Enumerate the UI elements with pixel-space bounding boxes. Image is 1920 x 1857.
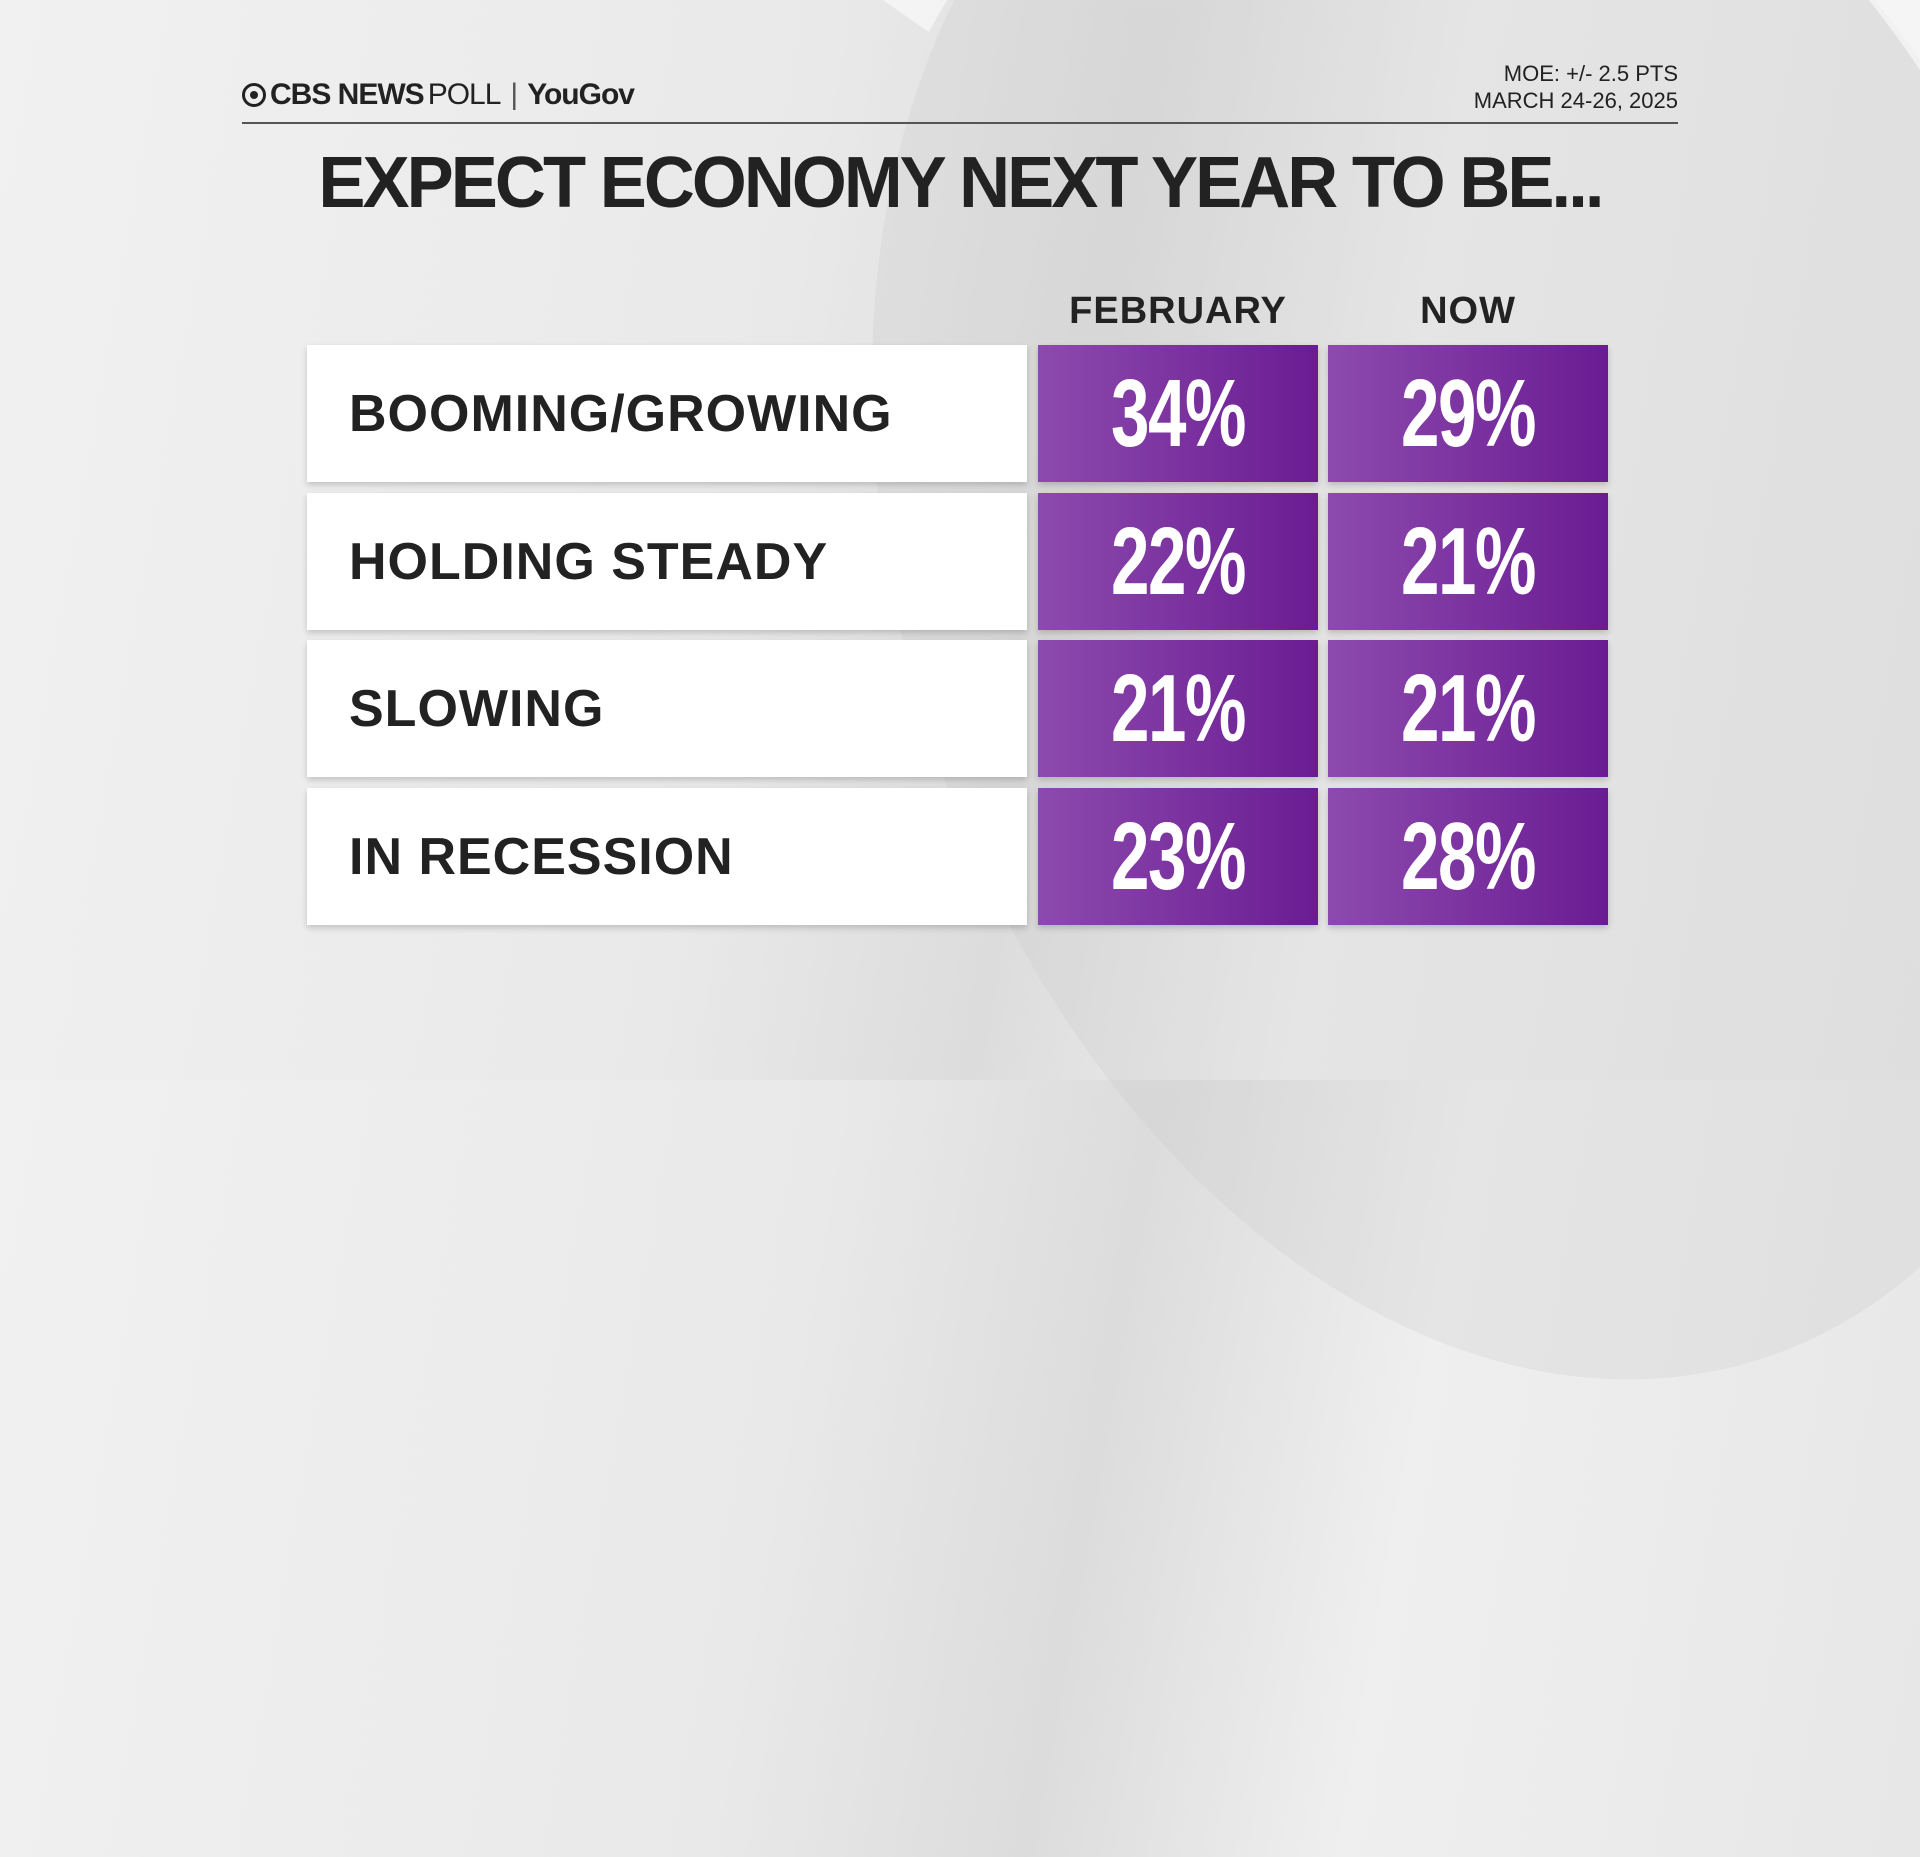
chart-title: EXPECT ECONOMY NEXT YEAR TO BE...	[318, 143, 1604, 223]
value-cell-february: 21%	[1038, 640, 1318, 777]
cbs-news-poll-logo: CBS NEWS POLL | YouGov	[242, 78, 635, 112]
value-cell-now: 21%	[1328, 493, 1608, 630]
value-text: 23%	[1110, 802, 1246, 910]
row-label: SLOWING	[307, 640, 1027, 777]
value-cell-february: 22%	[1038, 493, 1318, 630]
margin-of-error: MOE: +/- 2.5 PTS	[1503, 61, 1678, 86]
value-text: 21%	[1400, 507, 1536, 615]
row-label: HOLDING STEADY	[307, 493, 1027, 630]
value-cell-now: 29%	[1328, 345, 1608, 482]
value-cell-now: 28%	[1328, 788, 1608, 925]
value-text: 22%	[1110, 507, 1246, 615]
poll-label: POLL	[427, 78, 502, 111]
divider: |	[510, 78, 518, 111]
value-cell-february: 23%	[1038, 788, 1318, 925]
row-label: IN RECESSION	[307, 788, 1027, 925]
value-text: 21%	[1400, 654, 1536, 762]
row-label: BOOMING/GROWING	[307, 345, 1027, 482]
poll-info: MOE: +/- 2.5 PTS MARCH 24-26, 2025	[1474, 60, 1678, 114]
brand: CBS NEWS	[270, 78, 425, 111]
cbs-eye-icon	[242, 83, 266, 107]
poll-dates: MARCH 24-26, 2025	[1473, 88, 1678, 113]
background-swoosh	[525, 0, 1920, 1857]
value-text: 29%	[1400, 359, 1536, 467]
value-cell-now: 21%	[1328, 640, 1608, 777]
header: CBS NEWS POLL | YouGov MOE: +/- 2.5 PTS …	[242, 60, 1678, 124]
yougov-logo: YouGov	[527, 78, 635, 111]
value-text: 34%	[1110, 359, 1246, 467]
column-header-now: NOW	[1420, 290, 1516, 332]
value-text: 28%	[1400, 802, 1536, 910]
value-cell-february: 34%	[1038, 345, 1318, 482]
value-text: 21%	[1110, 654, 1246, 762]
column-header-february: FEBRUARY	[1069, 290, 1287, 332]
